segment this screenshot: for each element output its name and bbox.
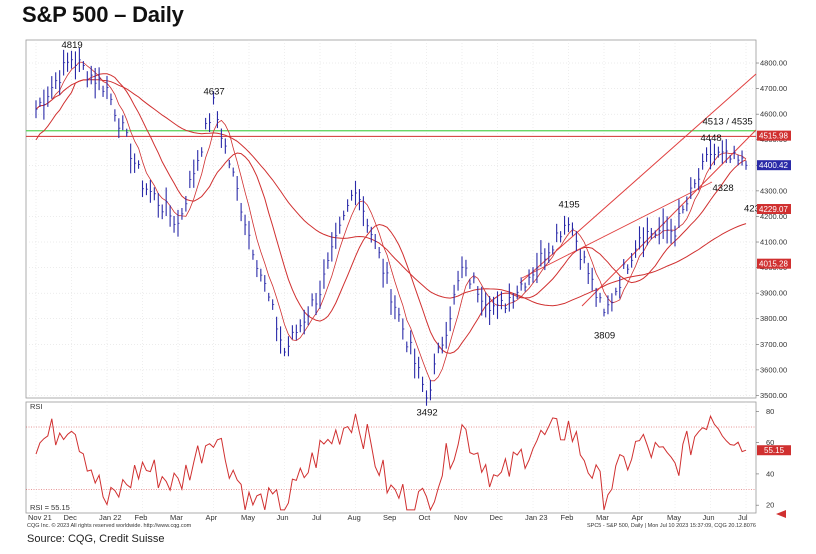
rsi-tag: 55.15 xyxy=(757,445,791,456)
level-tag xyxy=(757,258,791,269)
x-tick-label: Nov 21 xyxy=(28,513,52,522)
price-y-tick-label: 4800.00 xyxy=(760,59,787,68)
moving-average-50 xyxy=(35,73,747,354)
level-tag xyxy=(757,160,791,171)
trend-channel-upper xyxy=(519,73,757,284)
x-tick-label: May xyxy=(241,513,255,522)
level-tag-label: 4015.28 xyxy=(759,260,788,269)
footer-copyright: CQG Inc. © 2023 All rights reserved worl… xyxy=(27,523,192,529)
price-y-tick-label: 3700.00 xyxy=(760,340,787,349)
rsi-grid: 80 60 40 20 xyxy=(26,402,774,513)
x-tick-label: Jan 22 xyxy=(99,513,122,522)
price-annotation: 3492 xyxy=(417,407,438,418)
price-y-tick-label: 4300.00 xyxy=(760,186,787,195)
level-tag-label: 4400.42 xyxy=(759,161,788,170)
x-tick-label: Mar xyxy=(596,513,609,522)
moving-average-200 xyxy=(35,79,747,307)
x-tick-label: Jun xyxy=(703,513,715,522)
price-y-tick-label: 3800.00 xyxy=(760,314,787,323)
x-tick-label: Feb xyxy=(561,513,574,522)
level-tag-layer: 4515.98 4400.42 4229.07 4015.28 xyxy=(757,130,791,269)
source-note: Source: CQG, Credit Suisse xyxy=(27,533,165,545)
price-annotation: 4328 xyxy=(713,183,734,194)
price-y-tick-label: 4100.00 xyxy=(760,238,787,247)
x-tick-label: Jul xyxy=(738,513,748,522)
rsi-y-tick-label: 20 xyxy=(766,501,774,510)
price-y-tick-label: 4700.00 xyxy=(760,84,787,93)
x-tick-label: Feb xyxy=(135,513,148,522)
level-tag-label: 4229.07 xyxy=(759,205,788,214)
price-annotation: 4637 xyxy=(204,87,225,98)
x-tick-label: Aug xyxy=(348,513,361,522)
price-annotation: 3809 xyxy=(594,330,615,341)
price-y-tick-label: 3500.00 xyxy=(760,391,787,400)
trend-channel-lower xyxy=(581,129,757,307)
x-tick-label: Sep xyxy=(383,513,396,522)
x-tick-label: Apr xyxy=(632,513,644,522)
rsi-y-tick-label: 80 xyxy=(766,407,774,416)
rsi-plot-area xyxy=(25,401,757,514)
price-annotation: 4195 xyxy=(559,200,580,211)
price-y-tick-label: 3900.00 xyxy=(760,289,787,298)
x-tick-label: Mar xyxy=(170,513,183,522)
level-tag xyxy=(757,130,791,141)
level-tag xyxy=(757,204,791,215)
moving-average-20 xyxy=(35,61,747,382)
x-tick-label: Dec xyxy=(490,513,504,522)
trend-channel-mid xyxy=(521,181,713,279)
price-y-tick-label: 4200.00 xyxy=(760,212,787,221)
x-tick-label: Jan 23 xyxy=(525,513,548,522)
footer-info: SPC5 - S&P 500, Daily | Mon Jul 10 2023 … xyxy=(587,523,756,529)
rsi-reading-label: RSI = 55.15 xyxy=(30,503,70,512)
x-axis-labels: Nov 21 Dec Jan 22 Feb Mar Apr May Jun Jul Aug Sep O… xyxy=(28,513,748,522)
price-plot-area xyxy=(25,39,757,399)
rsi-value-tag xyxy=(757,445,791,456)
price-bars xyxy=(35,47,748,406)
price-annotation: 4230 xyxy=(744,203,765,214)
rsi-label: RSI xyxy=(30,402,43,411)
price-y-tick-label: 4600.00 xyxy=(760,110,787,119)
x-tick-label: Nov xyxy=(454,513,468,522)
x-tick-label: Jul xyxy=(312,513,322,522)
rsi-line xyxy=(35,413,747,512)
chart-title: S&P 500 – Daily xyxy=(22,2,184,27)
price-annotation: 4513 / 4535 xyxy=(703,116,753,127)
scroll-arrow-icon[interactable] xyxy=(776,510,786,518)
x-tick-label: Apr xyxy=(206,513,218,522)
price-annotation: 4819 xyxy=(62,40,83,51)
x-tick-label: Jun xyxy=(277,513,289,522)
rsi-y-tick-label: 40 xyxy=(766,469,774,478)
annotation-layer: 4819 4637 4195 3809 3492 4448 4513 / 4535 4328 4… xyxy=(62,40,766,418)
x-tick-label: Oct xyxy=(419,513,432,522)
rsi-value-label: 55.15 xyxy=(764,446,785,455)
level-tag-label: 4515.98 xyxy=(759,132,788,141)
price-y-tick-label: 3600.00 xyxy=(760,365,787,374)
x-tick-label: Dec xyxy=(64,513,78,522)
price-annotation: 4448 xyxy=(701,133,722,144)
x-tick-label: May xyxy=(667,513,681,522)
rsi-y-tick-label: 60 xyxy=(766,438,774,447)
